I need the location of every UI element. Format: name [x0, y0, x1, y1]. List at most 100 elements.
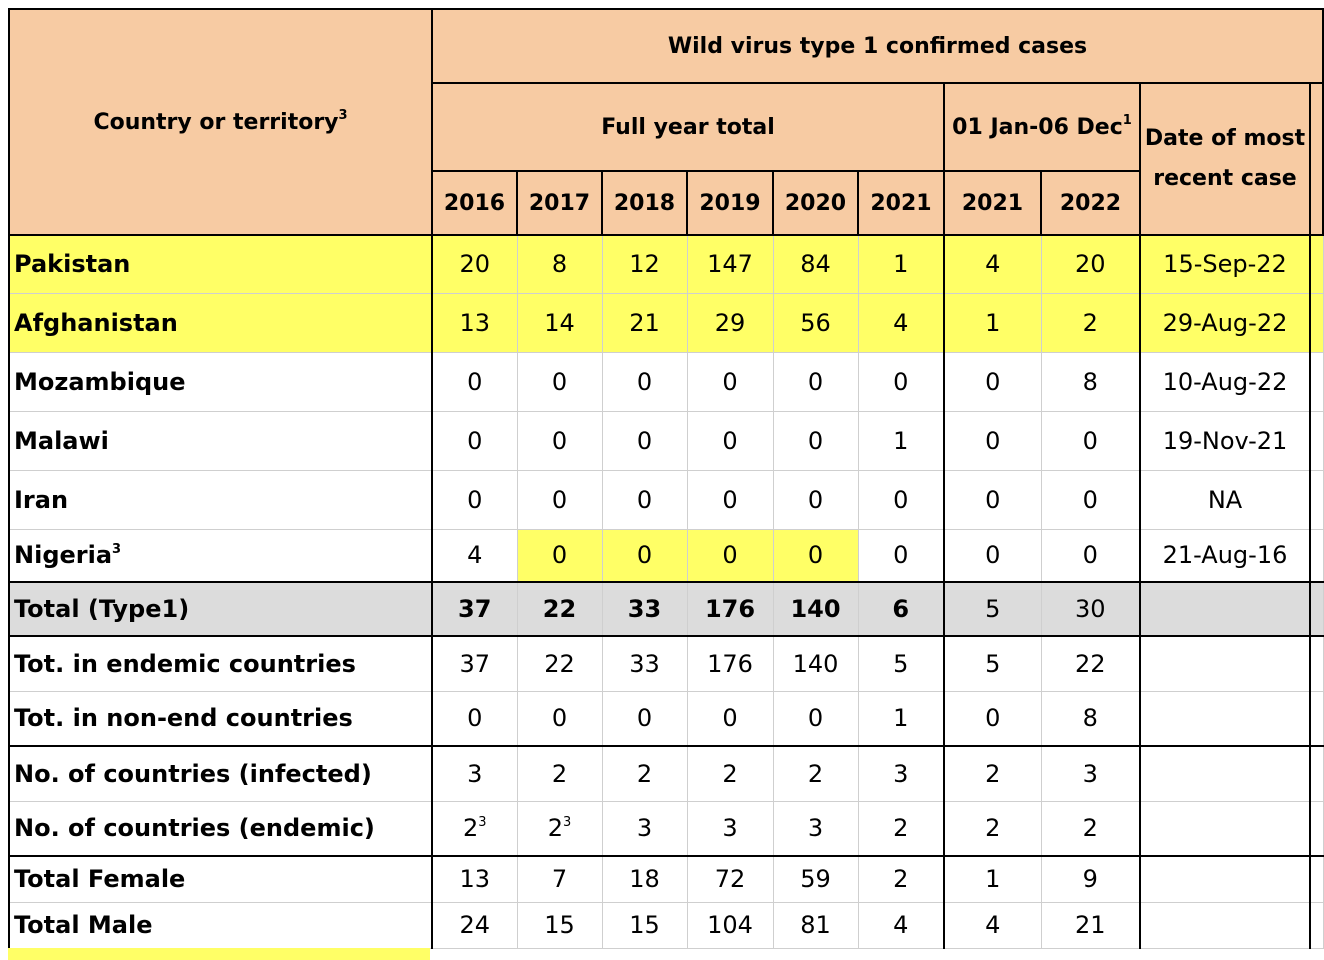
value-text: 37 — [458, 595, 492, 623]
value-cell: 59 — [772, 855, 859, 903]
edge-cell — [1309, 800, 1324, 857]
value-cell: 4 — [857, 901, 945, 949]
value-cell: 22 — [516, 635, 603, 692]
value-text: 0 — [722, 485, 738, 514]
value-text: 3 — [722, 814, 738, 843]
table-row: Total Female 13 7 18 72 59 2 1 9 — [8, 855, 1324, 903]
value-cell: 37 — [431, 581, 518, 637]
value-cell: 3 — [431, 745, 518, 802]
table-row: No. of countries (infected) 3 2 2 2 2 3 2 3 — [8, 745, 1324, 802]
value-cell: 0 — [943, 528, 1042, 583]
table-row: Mozambique 0 0 0 0 0 0 0 8 10-Aug-22 — [8, 351, 1324, 412]
value-cell: 2 — [857, 800, 945, 857]
value-cell: 4 — [943, 901, 1042, 949]
value-text: 8 — [551, 250, 568, 279]
value-cell: 0 — [1040, 469, 1141, 530]
value-text: 7 — [551, 865, 568, 894]
row-label: Mozambique — [8, 351, 433, 412]
value-text: 22 — [1074, 649, 1106, 678]
edge-cell — [1309, 635, 1324, 692]
value-text: 104 — [707, 911, 753, 939]
value-text: 2 — [1082, 308, 1098, 337]
country-header-label: Country or territory — [93, 109, 339, 135]
value-cell: 0 — [431, 469, 518, 530]
edge-cell — [1309, 745, 1324, 802]
value-cell: 0 — [601, 469, 688, 530]
row-label: Iran — [8, 469, 433, 530]
table-row: Tot. in endemic countries 37 22 33 176 140 5 5 2… — [8, 635, 1324, 692]
row-label-text: Mozambique — [14, 367, 186, 396]
recent-case-date — [1139, 855, 1311, 903]
recent-case-date — [1139, 800, 1311, 857]
recent-case-date — [1139, 581, 1311, 637]
year-header: 2021 — [857, 170, 945, 236]
value-cell: 176 — [686, 581, 774, 637]
value-text: 0 — [893, 541, 909, 570]
footnote-mark: 3 — [563, 815, 572, 831]
row-label-text: No. of countries (endemic) — [14, 814, 375, 843]
value-cell: 0 — [601, 690, 688, 747]
table-row: Malawi 0 0 0 0 0 1 0 0 19-Nov-21 — [8, 410, 1324, 471]
value-text: 4 — [985, 911, 1001, 939]
year-header: 2021 — [943, 170, 1042, 236]
row-label-text: Tot. in non-end countries — [14, 704, 353, 733]
value-cell: 0 — [686, 469, 774, 530]
value-text: 0 — [807, 367, 824, 396]
value-text: 2 — [1082, 814, 1098, 843]
value-cell: 22 — [1040, 635, 1141, 692]
value-cell: 176 — [686, 635, 774, 692]
value-cell: 33 — [601, 635, 688, 692]
recent-case-date — [1139, 901, 1311, 949]
value-cell: 0 — [772, 351, 859, 412]
value-text: 2 — [985, 814, 1001, 843]
value-cell: 20 — [431, 234, 518, 294]
value-text: 0 — [1082, 541, 1098, 570]
value-cell: 0 — [431, 351, 518, 412]
value-cell: 22 — [516, 581, 603, 637]
value-text: 1 — [893, 426, 909, 455]
value-text: 0 — [807, 426, 824, 455]
row-label-text: Total Female — [14, 865, 186, 894]
row-label: No. of countries (infected) — [8, 745, 433, 802]
row-label: Afghanistan — [8, 292, 433, 353]
value-text: 56 — [800, 308, 831, 337]
row-label-text: Nigeria — [14, 541, 113, 570]
value-text: 2 — [547, 814, 563, 843]
edge-cell — [1309, 690, 1324, 747]
value-text: 0 — [467, 704, 483, 733]
value-cell: 0 — [516, 469, 603, 530]
value-text: 0 — [636, 485, 653, 514]
value-cell: 8 — [1040, 690, 1141, 747]
recent-case-date — [1139, 635, 1311, 692]
row-label: Tot. in non-end countries — [8, 690, 433, 747]
value-cell: 1 — [857, 234, 945, 294]
value-text: 33 — [629, 649, 660, 678]
value-text: 0 — [893, 485, 909, 514]
value-text: 15 — [629, 911, 660, 939]
row-label-text: Pakistan — [14, 250, 131, 279]
value-cell: 0 — [431, 690, 518, 747]
value-cell: 0 — [516, 690, 603, 747]
value-cell: 0 — [601, 528, 688, 583]
value-cell: 14 — [516, 292, 603, 353]
value-cell: 0 — [686, 528, 774, 583]
value-cell: 104 — [686, 901, 774, 949]
main-title: Wild virus type 1 confirmed cases — [431, 8, 1324, 84]
edge-cell — [1309, 351, 1324, 412]
value-text: 3 — [893, 759, 909, 788]
row-label: Pakistan — [8, 234, 433, 294]
value-cell: 2 — [943, 745, 1042, 802]
value-text: 72 — [714, 865, 746, 894]
value-cell: 21 — [1040, 901, 1141, 949]
value-cell: 1 — [857, 690, 945, 747]
edge-cell — [1309, 292, 1324, 353]
value-text: 0 — [807, 704, 824, 733]
footnote-mark: 3 — [478, 815, 487, 831]
recent-case-date: 21-Aug-16 — [1139, 528, 1311, 583]
value-text: 20 — [1074, 250, 1106, 279]
value-text: 0 — [722, 704, 738, 733]
recent-case-date: 19-Nov-21 — [1139, 410, 1311, 471]
value-cell: 4 — [943, 234, 1042, 294]
recent-case-date: 29-Aug-22 — [1139, 292, 1311, 353]
value-text: 0 — [551, 485, 568, 514]
